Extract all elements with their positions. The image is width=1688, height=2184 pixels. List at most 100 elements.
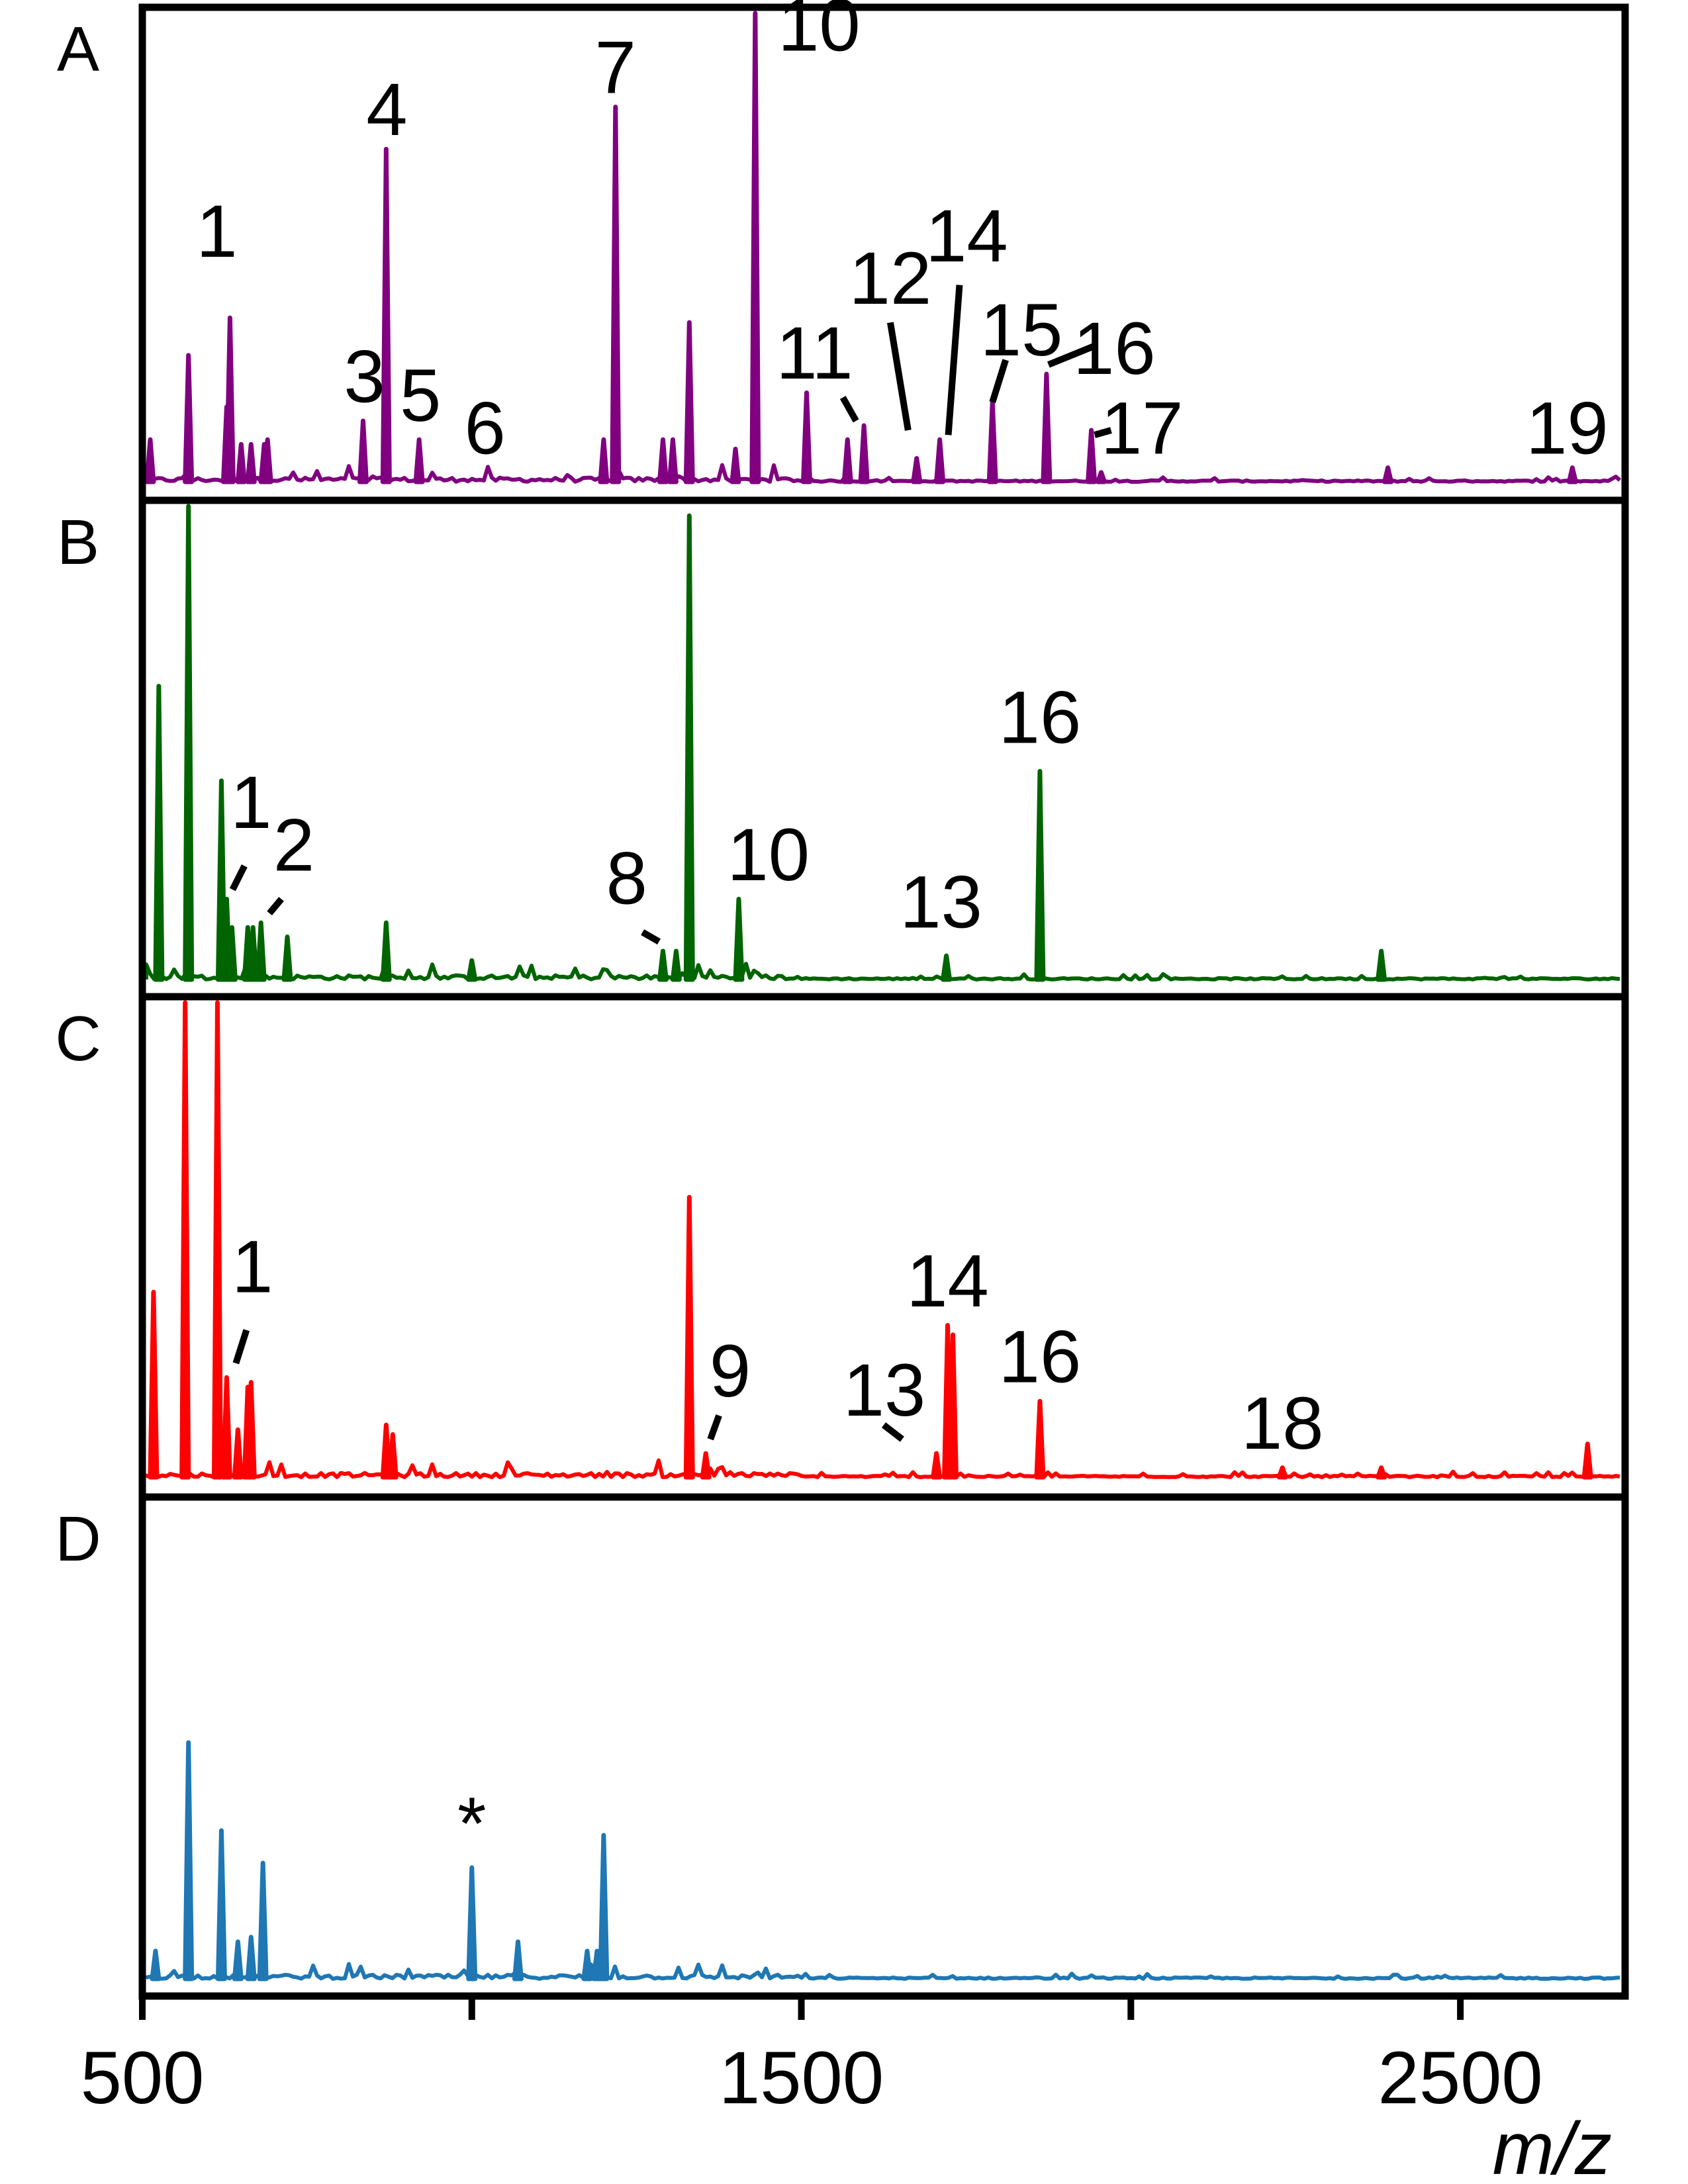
peak-label-a-1: 3	[344, 336, 385, 418]
leader-line-c-2	[881, 1422, 904, 1442]
peak-c-9	[683, 1195, 695, 1480]
x-axis-title: m/z	[1493, 2107, 1612, 2184]
peak-label-b-5: 16	[999, 676, 1082, 759]
peak-label-c-0: 1	[232, 1225, 273, 1308]
panel-c-baseline-trace	[144, 1458, 1620, 1479]
peak-a-0	[144, 437, 156, 484]
peak-label-b-3: 10	[727, 813, 810, 896]
peak-label-c-1: 9	[710, 1330, 751, 1412]
peak-label-a-7: 11	[776, 312, 853, 394]
peak-d-1	[183, 1740, 195, 1981]
peak-d-3	[232, 1939, 244, 1981]
peak-a-16	[729, 446, 741, 484]
peak-label-a-5: 7	[595, 26, 636, 109]
peak-c-11	[931, 1451, 943, 1480]
peak-d-7	[512, 1939, 524, 1981]
peak-a-23	[986, 400, 998, 484]
peak-label-d-0: *	[457, 1782, 487, 1865]
peak-label-a-13: 19	[1526, 387, 1609, 470]
panel-letter-a: A	[57, 14, 99, 85]
peak-a-4	[235, 441, 247, 484]
peak-label-a-4: 6	[465, 387, 506, 470]
panel-d: *D	[55, 1504, 1620, 1981]
peak-label-b-0: 1	[230, 761, 271, 844]
peak-c-10	[700, 1451, 712, 1480]
peak-label-c-4: 16	[999, 1316, 1082, 1398]
peak-b-16	[1034, 768, 1046, 982]
peak-a-13	[657, 437, 669, 484]
peak-c-7	[380, 1422, 392, 1480]
peak-a-25	[1086, 428, 1098, 484]
peak-c-2	[211, 1000, 223, 1480]
peak-label-a-12: 17	[1101, 387, 1184, 470]
x-tick-label-500: 500	[81, 2036, 205, 2119]
peak-a-11	[598, 437, 610, 484]
peak-label-c-3: 14	[906, 1240, 989, 1322]
peak-c-17	[1581, 1441, 1593, 1480]
peak-b-1	[183, 504, 195, 982]
peak-b-17	[1376, 948, 1387, 982]
peak-c-8	[387, 1432, 399, 1480]
peak-label-b-4: 13	[900, 860, 982, 943]
x-tick-label-1500: 1500	[719, 2036, 884, 2119]
peak-b-11	[657, 948, 669, 982]
peak-d-5	[257, 1860, 269, 1981]
peak-b-8	[281, 934, 293, 982]
peak-a-22	[934, 437, 946, 484]
leader-line-a-3	[989, 359, 1009, 404]
peak-a-7	[261, 437, 273, 484]
peak-c-15	[1276, 1465, 1288, 1480]
peak-c-3	[220, 1375, 232, 1480]
peak-b-14	[733, 896, 745, 982]
peak-a-1	[183, 353, 195, 484]
peak-c-14	[1034, 1398, 1046, 1480]
peak-a-8	[357, 418, 369, 484]
figure-frame	[138, 3, 1629, 2000]
peak-c-1	[179, 1000, 191, 1480]
leader-line-b-2	[641, 929, 661, 945]
peak-b-15	[941, 953, 953, 982]
peak-a-27	[1382, 465, 1394, 484]
peak-a-10	[413, 437, 425, 484]
peak-a-17	[749, 11, 761, 484]
peak-d-10	[598, 1833, 610, 1981]
peak-d-8	[581, 1948, 593, 1981]
peak-a-26	[1096, 470, 1107, 484]
leader-line-b-1	[267, 897, 284, 916]
peak-a-14	[667, 437, 679, 484]
peak-a-3	[224, 315, 236, 484]
peak-a-20	[858, 423, 870, 484]
peak-b-13	[683, 513, 695, 982]
leader-line-a-5	[1094, 427, 1112, 439]
leader-line-b-0	[229, 864, 248, 891]
peak-label-c-5: 18	[1241, 1382, 1324, 1465]
peak-b-9	[380, 920, 392, 982]
peak-d-4	[245, 1934, 257, 1981]
leader-line-a-2	[945, 285, 963, 435]
panel-b-baseline-trace	[144, 962, 1620, 981]
peak-b-0	[153, 684, 165, 982]
peak-d-6	[466, 1865, 478, 1981]
peak-c-4	[232, 1427, 244, 1480]
peak-a-21	[911, 456, 923, 484]
leader-line-a-0	[839, 396, 859, 423]
peak-a-5	[245, 441, 257, 484]
peak-a-28	[1566, 465, 1578, 484]
panel-letter-d: D	[55, 1504, 101, 1574]
plot-frame	[138, 3, 1629, 2000]
peak-a-12	[610, 105, 622, 484]
leader-line-c-0	[232, 1329, 250, 1365]
peak-c-13	[947, 1332, 959, 1480]
peak-a-9	[380, 146, 392, 484]
peak-label-a-6: 10	[778, 0, 861, 67]
peak-a-24	[1041, 371, 1053, 484]
peak-label-a-9: 14	[925, 195, 1008, 277]
leader-line-a-1	[887, 322, 912, 431]
peak-a-19	[841, 437, 853, 484]
peak-b-4	[226, 925, 238, 982]
panel-d-baseline-trace	[144, 1962, 1620, 1981]
